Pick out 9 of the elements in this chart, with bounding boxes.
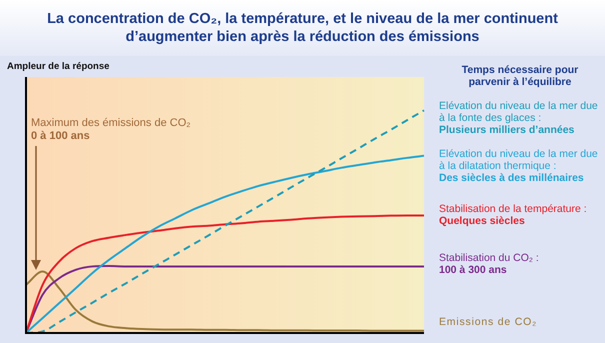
series-label: Emissions de CO₂ xyxy=(439,316,538,328)
legend-title: Temps nécessaire pour parvenir à l’équilibre xyxy=(460,64,580,88)
series-label: Elévation du niveau de la mer due à la fonte des glaces : Plusieurs milliers d’années xyxy=(439,100,599,136)
annotation: Maximum des émissions de CO₂ 0 à 100 ans xyxy=(31,117,191,143)
series-label: Elévation du niveau de la mer due à la dilatation thermique : Des siècles à des millénaires xyxy=(439,148,599,184)
y-axis-title: Ampleur de la réponse xyxy=(7,61,110,72)
series-label: Stabilisation de la température : Quelques siècles xyxy=(439,203,588,227)
chart-title: La concentration de CO₂, la température, et le niveau de la mer continuent d’augmenter bien après la réduction des émissions xyxy=(46,10,559,46)
series-label: Stabilisation du CO₂ : 100 à 300 ans xyxy=(439,252,540,276)
